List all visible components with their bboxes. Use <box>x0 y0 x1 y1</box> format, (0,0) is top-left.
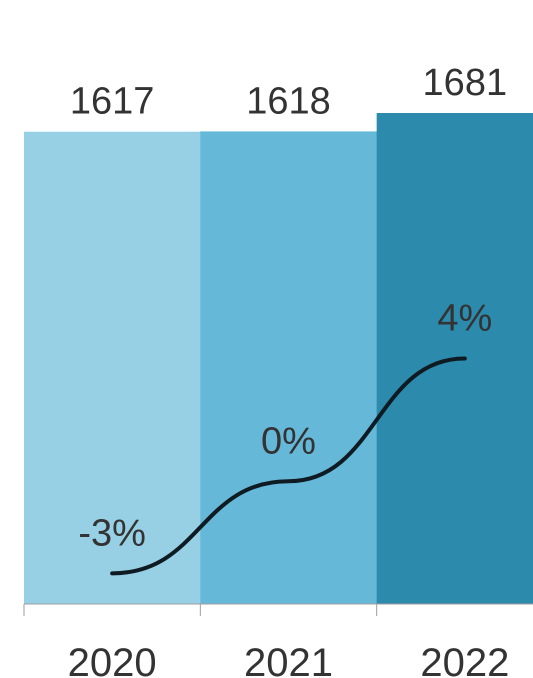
value-label-2020: 1617 <box>70 81 155 123</box>
growth-line <box>110 356 467 576</box>
category-label-2020: 2020 <box>68 641 157 678</box>
bar-2020 <box>24 131 201 604</box>
value-label-2022: 1681 <box>423 62 508 104</box>
category-label-2022: 2022 <box>420 641 509 678</box>
growth-labels-group: -3% 0% 4% <box>78 298 492 555</box>
value-label-2021: 1618 <box>246 80 331 122</box>
bar-2021 <box>200 131 378 604</box>
growth-label-2022: 4% <box>437 298 492 340</box>
value-labels-group: 1617 1618 1681 <box>70 62 507 123</box>
category-label-2021: 2021 <box>244 641 333 678</box>
growth-label-2021: 0% <box>261 420 316 462</box>
x-ticks-group <box>23 604 378 616</box>
bars-group <box>24 113 533 604</box>
growth-label-2020: -3% <box>78 512 146 554</box>
growth-line-group <box>110 356 467 576</box>
category-labels-group: 2020 2021 2022 <box>68 641 510 678</box>
